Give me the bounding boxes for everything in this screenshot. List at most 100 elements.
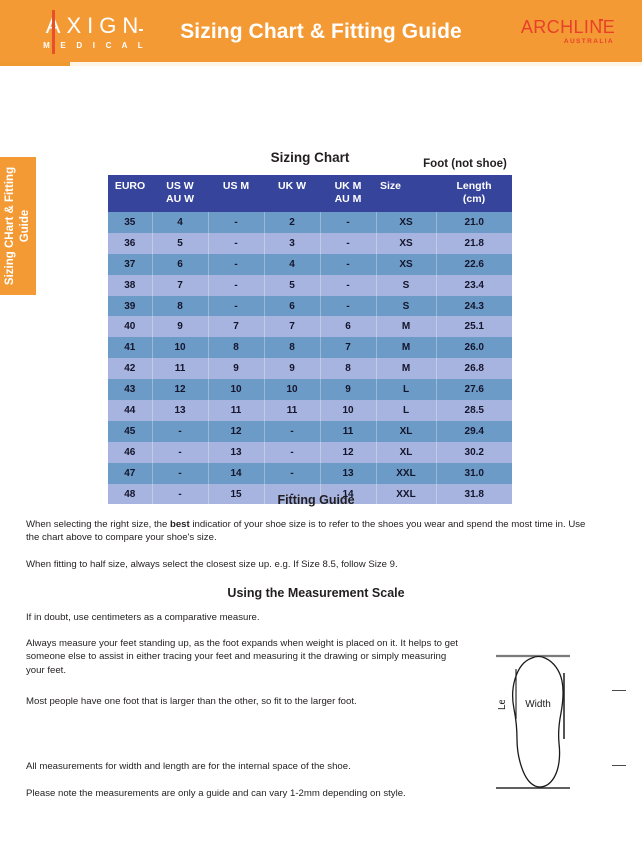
cell-euro: 42 bbox=[108, 358, 153, 380]
cell-uk-m: 14 bbox=[320, 483, 377, 505]
cell-uk-m: 7 bbox=[320, 337, 377, 359]
cell-euro: 36 bbox=[108, 232, 153, 254]
cell-uk-w: 11 bbox=[264, 400, 321, 421]
column-header-us-m-main: US M bbox=[222, 180, 250, 192]
table-row: 48-15-14 XXL 31.8 bbox=[108, 483, 512, 505]
cell-length: 22.6 bbox=[436, 253, 512, 275]
column-header-uk-m-sub: AU M bbox=[334, 192, 362, 205]
cell-length: 29.4 bbox=[436, 420, 512, 442]
table-row: 46-13-12 XL 30.2 bbox=[108, 441, 512, 463]
table-row: 43 12 10 10 9 L 27.6 bbox=[108, 379, 512, 401]
cell-us-m: 12 bbox=[208, 420, 265, 442]
table-row: 35 4-2- XS 21.0 bbox=[108, 212, 512, 233]
foot-width-label: Width bbox=[525, 699, 551, 710]
cell-euro: 41 bbox=[108, 337, 153, 359]
column-header-uk-w: UK W bbox=[264, 175, 320, 212]
cell-us-w: 12 bbox=[152, 379, 209, 401]
cell-uk-m: 10 bbox=[320, 400, 377, 421]
fitting-guide-p1-emphasis: best bbox=[169, 519, 190, 530]
cell-us-m: 14 bbox=[208, 462, 265, 484]
cell-length: 31.0 bbox=[436, 462, 512, 484]
side-tab: Sizing CHart & Fitting Guide bbox=[0, 157, 36, 295]
column-header-length: Length (cm) bbox=[436, 175, 512, 212]
cell-us-w: 4 bbox=[152, 212, 209, 233]
cell-length: 21.8 bbox=[436, 232, 512, 254]
cell-euro: 47 bbox=[108, 462, 153, 484]
side-tab-label: Sizing CHart & Fitting Guide bbox=[4, 166, 31, 286]
page-title: Sizing Chart & Fitting Guide bbox=[180, 20, 462, 43]
cell-uk-w: 10 bbox=[264, 379, 321, 401]
table-row: 36 5-3- XS 21.8 bbox=[108, 232, 512, 254]
cell-uk-w: 2 bbox=[264, 212, 321, 233]
cell-us-m: 7 bbox=[208, 316, 265, 338]
measurement-scale-paragraph-4: All measurements for width and length ar… bbox=[26, 761, 351, 772]
cell-euro: 43 bbox=[108, 379, 153, 401]
column-header-uk-w-main: UK W bbox=[278, 180, 306, 192]
column-header-euro-main: EURO bbox=[114, 180, 146, 192]
cell-size: M bbox=[376, 337, 437, 359]
measurement-scale-paragraph-5: Please note the measurements are only a … bbox=[26, 788, 406, 799]
cell-uk-w: 6 bbox=[264, 295, 321, 317]
cell-uk-m: 12 bbox=[320, 441, 377, 463]
cell-us-m: 8 bbox=[208, 337, 265, 359]
table-row: 40 9 7 7 6 M 25.1 bbox=[108, 316, 512, 338]
column-header-us-m: US M bbox=[208, 175, 264, 212]
cell-us-m: 10 bbox=[208, 379, 265, 401]
cell-us-w: 10 bbox=[152, 337, 209, 359]
cell-us-w: - bbox=[152, 462, 209, 484]
cell-uk-m: 11 bbox=[320, 420, 377, 442]
column-header-us-w-main: US W bbox=[166, 180, 194, 192]
cell-uk-w: 4 bbox=[264, 253, 321, 275]
cell-length: 23.4 bbox=[436, 274, 512, 296]
measurement-scale-paragraph-2: Always measure your feet standing up, as… bbox=[26, 638, 458, 676]
table-row: 38 7-5- S 23.4 bbox=[108, 274, 512, 296]
cell-us-m: 13 bbox=[208, 441, 265, 463]
axign-logo-tick-icon bbox=[139, 29, 143, 35]
archline-logo-word: ARCHLINE bbox=[520, 17, 616, 37]
cell-size: M bbox=[376, 316, 437, 338]
foot-length-label-group: Length bbox=[497, 700, 508, 710]
table-row: 39 8-6- S 24.3 bbox=[108, 295, 512, 317]
cell-us-w: - bbox=[152, 483, 209, 505]
column-header-length-sub: (cm) bbox=[462, 192, 486, 205]
fitting-guide-paragraph-1: When selecting the right size, the best … bbox=[26, 518, 594, 545]
cell-size: XXL bbox=[376, 483, 437, 505]
cell-size: XS bbox=[376, 253, 437, 275]
cell-euro: 45 bbox=[108, 420, 153, 442]
table-row: 47-14-13 XXL 31.0 bbox=[108, 462, 512, 484]
cell-euro: 44 bbox=[108, 400, 153, 421]
foot-outline-icon: Width bbox=[496, 654, 570, 789]
cell-uk-w: 9 bbox=[264, 358, 321, 380]
cell-length: 26.8 bbox=[436, 358, 512, 380]
table-row: 44 13 11 11 10 L 28.5 bbox=[108, 400, 512, 421]
margin-dash-upper bbox=[612, 690, 626, 691]
table-row: 42 11 9 9 8 M 26.8 bbox=[108, 358, 512, 380]
cell-size: XL bbox=[376, 420, 437, 442]
archline-logo-tick-icon bbox=[599, 19, 603, 24]
cell-size: XS bbox=[376, 212, 437, 233]
table-row: 45-12-11 XL 29.4 bbox=[108, 420, 512, 442]
cell-us-w: 6 bbox=[152, 253, 209, 275]
axign-logo-stripe-icon bbox=[52, 10, 55, 54]
chart-title: Sizing Chart bbox=[270, 150, 350, 165]
cell-size: M bbox=[376, 358, 437, 380]
archline-logo-subtitle: AUSTRALIA bbox=[563, 38, 614, 45]
column-header-uk-m-main: UK M bbox=[334, 180, 362, 192]
sizing-table: EURO US W AU W US M UK W UK M AU M Size … bbox=[108, 175, 512, 505]
cell-uk-m: - bbox=[320, 232, 377, 254]
column-header-size-main: Size bbox=[380, 180, 402, 192]
sizing-table-body: 35 4-2- XS 21.0 36 5-3- XS 21.8 37 6-4- XS 22.6 38 7-… bbox=[108, 212, 512, 505]
cell-euro: 35 bbox=[108, 212, 153, 233]
cell-uk-m: - bbox=[320, 274, 377, 296]
cell-length: 31.8 bbox=[436, 483, 512, 505]
fitting-guide-title: Fitting Guide bbox=[277, 493, 355, 507]
header-band bbox=[0, 0, 642, 62]
cell-us-m: 11 bbox=[208, 400, 265, 421]
foot-measurement-diagram: Width Length bbox=[492, 645, 632, 805]
column-header-uk-m: UK M AU M bbox=[320, 175, 376, 212]
table-header-row: EURO US W AU W US M UK W UK M AU M Size … bbox=[108, 175, 512, 212]
cell-uk-w: 3 bbox=[264, 232, 321, 254]
cell-uk-m: 9 bbox=[320, 379, 377, 401]
cell-size: L bbox=[376, 379, 437, 401]
cell-us-m: - bbox=[208, 295, 265, 317]
